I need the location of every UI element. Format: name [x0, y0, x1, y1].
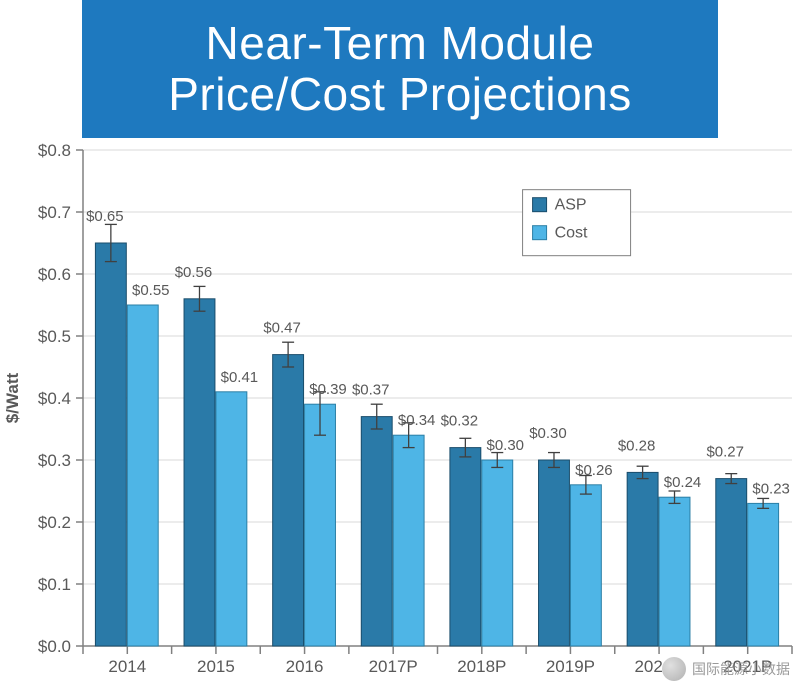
svg-text:$0.5: $0.5 — [38, 327, 71, 346]
svg-text:$0.24: $0.24 — [664, 474, 702, 491]
svg-text:$0.8: $0.8 — [38, 141, 71, 160]
svg-text:$0.65: $0.65 — [86, 208, 124, 225]
title-line-2: Price/Cost Projections — [82, 69, 718, 120]
svg-text:$0.30: $0.30 — [529, 425, 567, 442]
svg-text:$0.27: $0.27 — [706, 444, 744, 461]
svg-text:$0.23: $0.23 — [752, 480, 790, 497]
svg-text:$0.56: $0.56 — [175, 264, 213, 281]
svg-text:$0.2: $0.2 — [38, 513, 71, 532]
svg-text:$0.26: $0.26 — [575, 462, 613, 479]
svg-text:2019P: 2019P — [546, 657, 595, 676]
svg-text:$0.32: $0.32 — [441, 413, 479, 430]
svg-text:$0.37: $0.37 — [352, 382, 390, 399]
watermark-avatar-icon — [662, 657, 686, 681]
svg-text:$0.47: $0.47 — [263, 320, 301, 337]
svg-text:2018P: 2018P — [457, 657, 506, 676]
chart-title-block: Near-Term Module Price/Cost Projections — [82, 0, 718, 138]
svg-text:$0.55: $0.55 — [132, 282, 170, 299]
svg-text:$0.4: $0.4 — [38, 389, 71, 408]
svg-text:$0.39: $0.39 — [309, 381, 347, 398]
svg-text:$0.34: $0.34 — [398, 412, 436, 429]
title-line-1: Near-Term Module — [82, 18, 718, 69]
svg-text:$0.28: $0.28 — [618, 437, 656, 454]
watermark-text: 国际能源小数据 — [692, 659, 790, 679]
svg-text:2017P: 2017P — [369, 657, 418, 676]
svg-text:$0.3: $0.3 — [38, 451, 71, 470]
svg-text:ASP: ASP — [555, 197, 587, 214]
svg-text:2015: 2015 — [197, 657, 235, 676]
svg-text:$0.30: $0.30 — [486, 437, 524, 454]
svg-text:$0.41: $0.41 — [221, 369, 259, 386]
bar-chart: $0.0 $0.1 $0.2 $0.3 $0.4 $0.5 $0.6 $0.7 $0.8 $/Wa… — [0, 138, 800, 689]
svg-text:$0.6: $0.6 — [38, 265, 71, 284]
svg-text:$0.7: $0.7 — [38, 203, 71, 222]
svg-text:2016: 2016 — [286, 657, 324, 676]
svg-text:$0.1: $0.1 — [38, 575, 71, 594]
watermark: 国际能源小数据 — [662, 657, 790, 681]
svg-text:Cost: Cost — [555, 225, 588, 242]
svg-text:$/Watt: $/Watt — [3, 372, 22, 423]
svg-text:$0.0: $0.0 — [38, 637, 71, 656]
svg-text:2014: 2014 — [108, 657, 146, 676]
